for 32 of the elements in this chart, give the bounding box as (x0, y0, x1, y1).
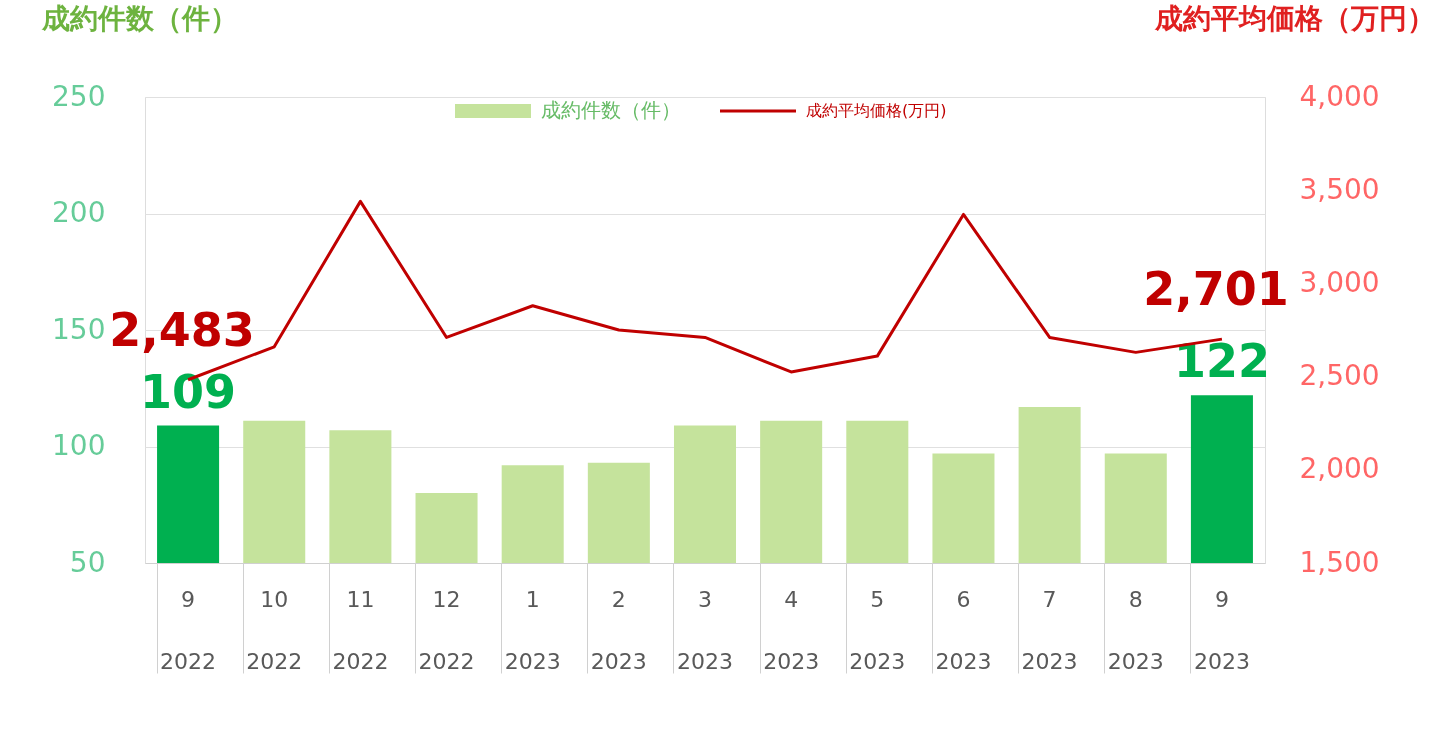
y2-tick-label: 3,500 (1299, 172, 1380, 206)
y-tick-label: 250 (52, 79, 106, 113)
category-label: 4 2023 (763, 586, 820, 674)
category-label: 2 2023 (590, 586, 647, 674)
y2-tick-label: 2,500 (1299, 359, 1380, 393)
category-label: 12 2022 (418, 586, 475, 674)
y2-tick-label: 1,500 (1299, 545, 1380, 579)
data-label: 109 (140, 364, 237, 419)
category-label: 1 2023 (504, 586, 561, 674)
y-tick-label: 200 (52, 196, 106, 229)
y-tick-label: 50 (69, 545, 106, 579)
y2-tick-label: 2,000 (1299, 452, 1380, 486)
data-label: 122 (1173, 334, 1270, 389)
category-label: 9 2023 (1193, 586, 1250, 674)
y2-tick-label: 4,000 (1299, 79, 1380, 113)
y2-axis-title: 成約平均価格（万円） (1154, 2, 1435, 35)
y-tick-label: 100 (52, 429, 106, 462)
legend-label: 成約平均価格(万円) (806, 101, 947, 120)
y-tick-label: 150 (52, 312, 106, 346)
legend-label: 成約件数（件） (541, 98, 681, 122)
data-label: 2,701 (1143, 262, 1289, 317)
data-label: 2,483 (109, 302, 255, 357)
category-label: 9 2022 (160, 586, 217, 674)
category-label: 3 2023 (677, 586, 733, 674)
category-label: 8 2023 (1107, 586, 1164, 674)
category-label: 5 2023 (849, 586, 906, 674)
category-label: 6 2023 (935, 586, 992, 674)
category-label: 7 2023 (1021, 586, 1078, 674)
category-label: 10 2022 (246, 586, 303, 674)
y2-tick-label: 3,000 (1299, 265, 1380, 299)
y-axis-title: 成約件数（件） (41, 2, 238, 35)
category-label: 11 2022 (332, 586, 389, 674)
